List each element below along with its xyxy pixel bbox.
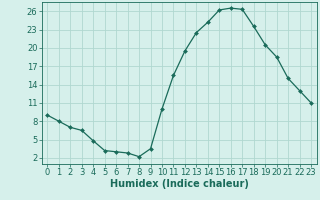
X-axis label: Humidex (Indice chaleur): Humidex (Indice chaleur) xyxy=(110,179,249,189)
